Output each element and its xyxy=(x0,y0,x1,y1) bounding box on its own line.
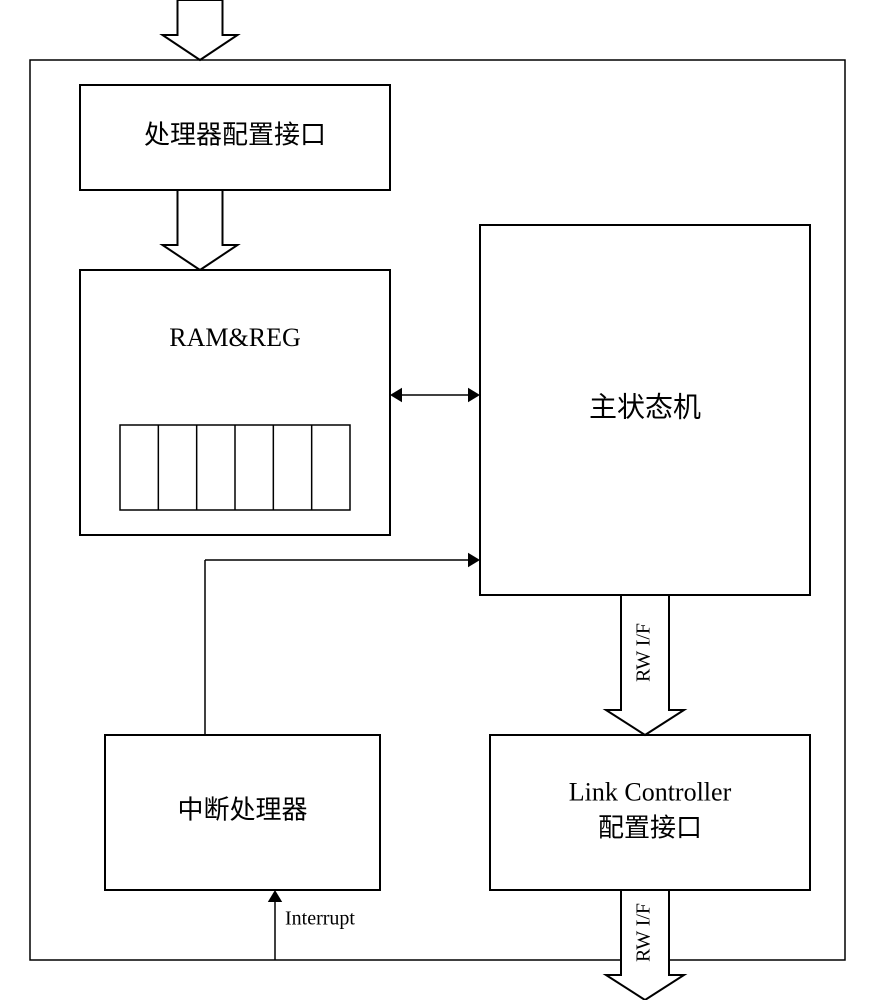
label-main-fsm: 主状态机 xyxy=(589,391,701,423)
label-link-controller-2: 配置接口 xyxy=(598,813,702,842)
arrow-link-out-label: RW I/F xyxy=(633,903,655,962)
label-interrupt: Interrupt xyxy=(285,908,355,930)
label-processor-config: 处理器配置接口 xyxy=(144,120,326,149)
label-link-controller-1: Link Controller xyxy=(569,777,732,806)
block-diagram: 处理器配置接口 RAM&REG 主状态机中断处理器 Link Controller 配置… xyxy=(0,0,871,1000)
arrow-fsm-to-link-label: RW I/F xyxy=(633,623,655,682)
label-ram-reg: RAM&REG xyxy=(169,323,300,352)
arrow-external-in xyxy=(163,0,238,60)
arrow-proc-to-ram xyxy=(163,190,238,270)
label-interrupt-processor: 中断处理器 xyxy=(177,795,307,824)
